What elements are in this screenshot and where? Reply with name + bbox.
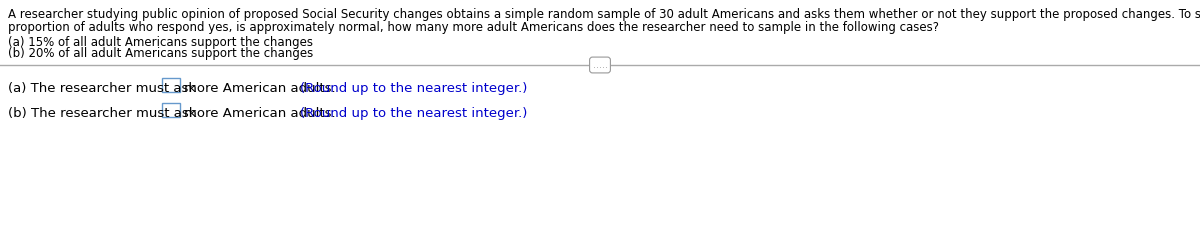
Text: (Round up to the nearest integer.): (Round up to the nearest integer.): [300, 107, 527, 120]
Text: more American adults.: more American adults.: [184, 107, 340, 120]
FancyBboxPatch shape: [162, 78, 180, 92]
Text: (Round up to the nearest integer.): (Round up to the nearest integer.): [300, 82, 527, 95]
Text: A researcher studying public opinion of proposed Social Security changes obtains: A researcher studying public opinion of …: [8, 8, 1200, 21]
Text: (a) The researcher must ask: (a) The researcher must ask: [8, 82, 196, 95]
Text: proportion of adults who respond yes, is approximately normal, how many more adu: proportion of adults who respond yes, is…: [8, 21, 940, 34]
Text: .....: .....: [593, 60, 607, 70]
Text: (b) The researcher must ask: (b) The researcher must ask: [8, 107, 197, 120]
Text: more American adults.: more American adults.: [184, 82, 340, 95]
Text: (a) 15% of all adult Americans support the changes: (a) 15% of all adult Americans support t…: [8, 36, 313, 49]
FancyBboxPatch shape: [162, 103, 180, 117]
Text: (b) 20% of all adult Americans support the changes: (b) 20% of all adult Americans support t…: [8, 47, 313, 60]
